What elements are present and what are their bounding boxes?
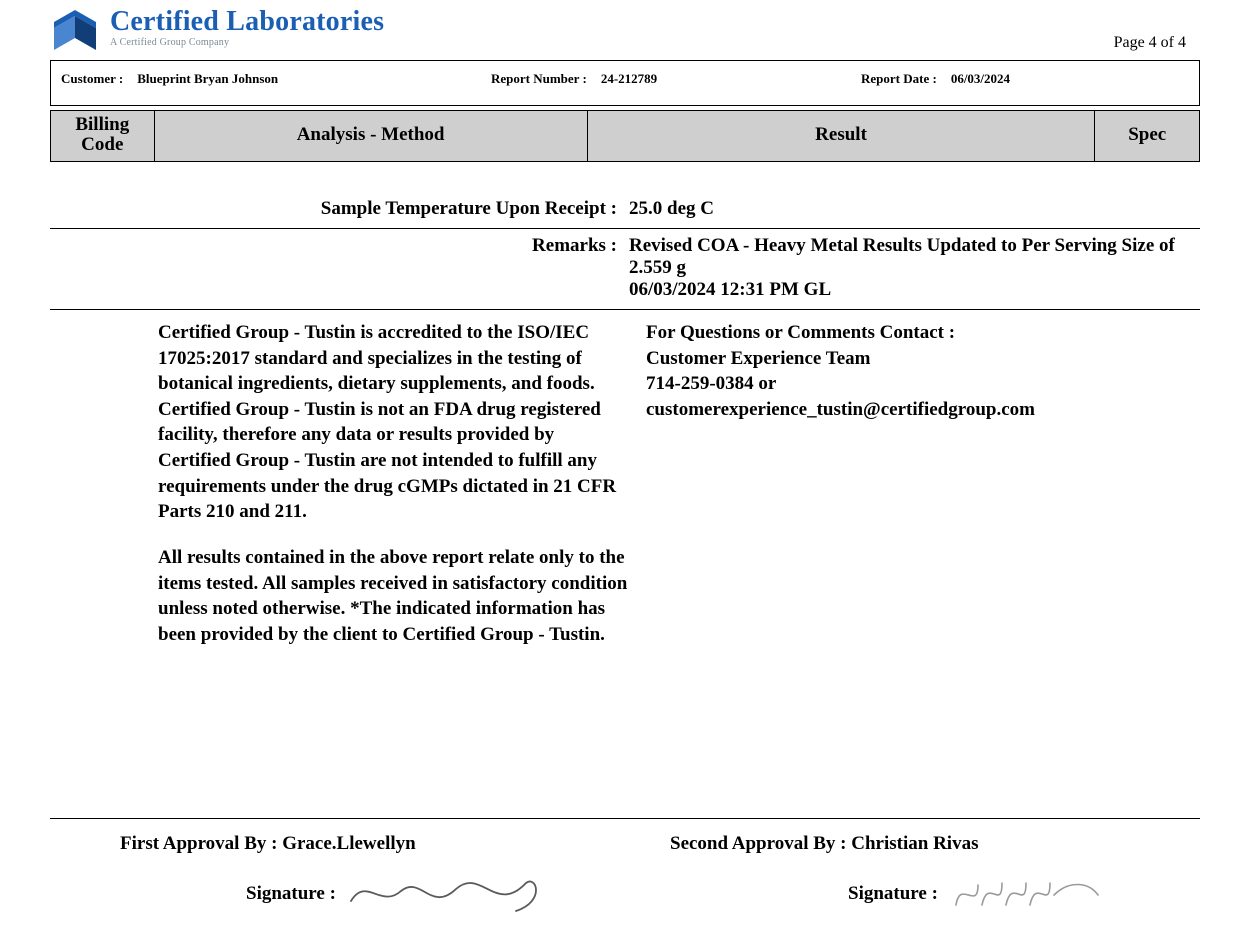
report-meta-box: Customer : Blueprint Bryan Johnson Repor… (50, 60, 1200, 106)
temperature-value: 25.0 deg C (623, 198, 1183, 220)
approval-section: First Approval By : Grace.Llewellyn Sign… (50, 818, 1200, 917)
contact-team: Customer Experience Team (646, 346, 1126, 372)
contact-email: customerexperience_tustin@certifiedgroup… (646, 397, 1126, 423)
table-header-row: Billing Code Analysis - Method Result Sp… (50, 110, 1200, 162)
first-signature-label: Signature : (120, 883, 336, 905)
report-number-value: 24-212789 (601, 71, 657, 87)
contact-phone: 714-259-0384 or (646, 371, 1126, 397)
second-approval-name: Christian Rivas (851, 833, 978, 854)
report-header: Certified Laboratories A Certified Group… (50, 8, 1200, 52)
second-approval-label: Second Approval By : (670, 833, 847, 854)
approval-divider (50, 818, 1200, 819)
remarks-value: Revised COA - Heavy Metal Results Update… (623, 235, 1183, 301)
col-result: Result (588, 110, 1096, 162)
report-number-label: Report Number : (491, 71, 587, 87)
col-spec: Spec (1095, 110, 1200, 162)
remarks-label: Remarks : (50, 235, 623, 301)
accreditation-notes: Certified Group - Tustin is accredited t… (158, 320, 628, 648)
first-approval-name: Grace.Llewellyn (282, 833, 416, 854)
remarks-row: Remarks : Revised COA - Heavy Metal Resu… (50, 229, 1200, 310)
brand-block: Certified Laboratories A Certified Group… (50, 8, 384, 52)
contact-heading: For Questions or Comments Contact : (646, 320, 1126, 346)
brand-logo-icon (50, 8, 100, 52)
second-approval: Second Approval By : Christian Rivas Sig… (610, 833, 1170, 917)
notes-section: Certified Group - Tustin is accredited t… (50, 320, 1200, 648)
page-indicator: Page 4 of 4 (1114, 34, 1186, 52)
col-billing-l2: Code (81, 134, 123, 155)
temperature-row: Sample Temperature Upon Receipt : 25.0 d… (50, 192, 1200, 229)
second-signature-label: Signature : (670, 883, 938, 905)
first-signature-icon (346, 871, 556, 917)
first-approval: First Approval By : Grace.Llewellyn Sign… (50, 833, 610, 917)
customer-label: Customer : (61, 71, 123, 87)
brand-subtitle: A Certified Group Company (110, 38, 384, 48)
col-billing-code: Billing Code (50, 110, 155, 162)
accreditation-p1: Certified Group - Tustin is accredited t… (158, 320, 628, 525)
col-billing-l1: Billing (75, 114, 129, 135)
contact-notes: For Questions or Comments Contact : Cust… (646, 320, 1126, 648)
second-signature-icon (948, 871, 1108, 917)
report-date-label: Report Date : (861, 71, 937, 87)
brand-name: Certified Laboratories (110, 8, 384, 36)
col-analysis-method: Analysis - Method (155, 110, 588, 162)
accreditation-p2: All results contained in the above repor… (158, 545, 628, 648)
first-approval-label: First Approval By : (120, 833, 277, 854)
customer-value: Blueprint Bryan Johnson (137, 71, 278, 87)
temperature-label: Sample Temperature Upon Receipt : (50, 198, 623, 220)
report-date-value: 06/03/2024 (951, 71, 1010, 87)
